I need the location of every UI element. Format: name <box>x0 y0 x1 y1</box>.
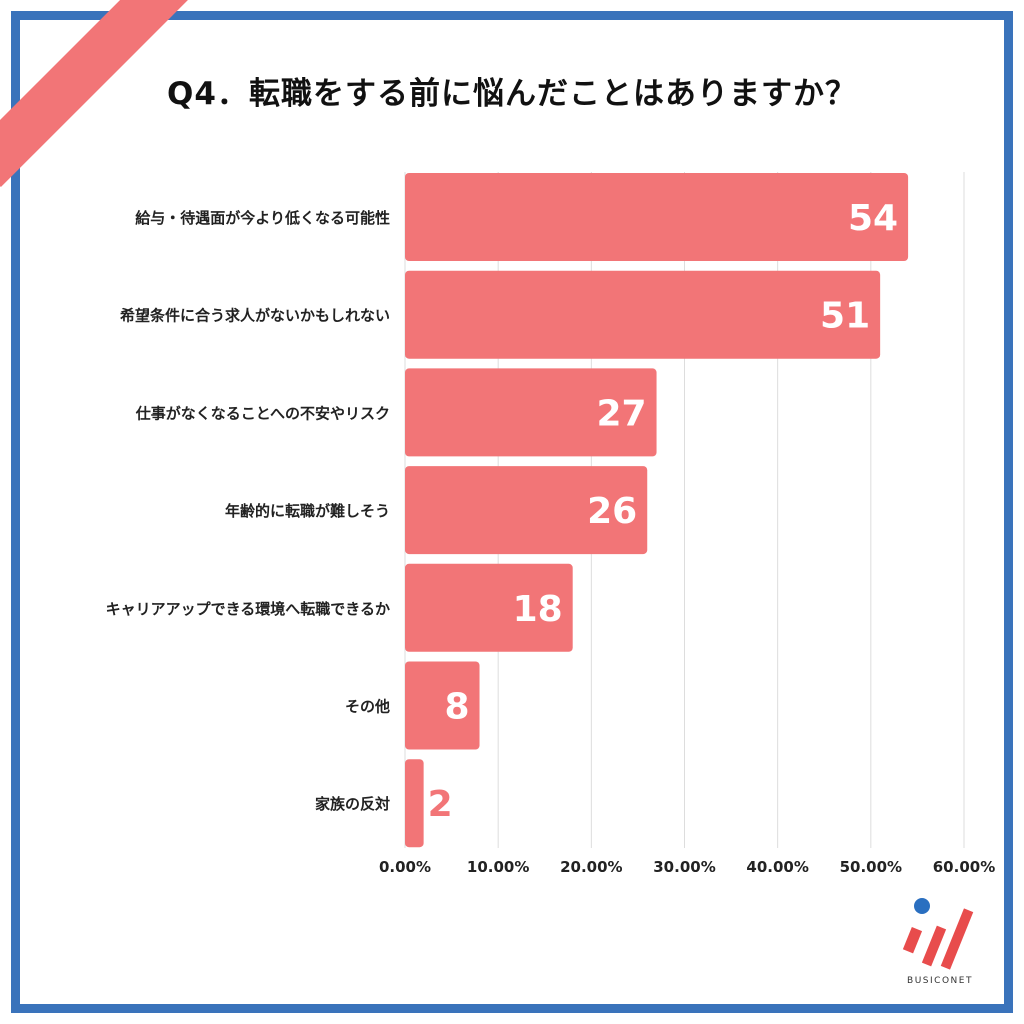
category-label: 年齢的に転職が難しそう <box>225 502 390 520</box>
bar <box>405 759 424 848</box>
x-tick-label: 0.00% <box>379 858 431 876</box>
bar <box>405 173 909 261</box>
category-label: 家族の反対 <box>315 795 390 813</box>
data-label: 54 <box>848 198 898 239</box>
bar <box>405 661 480 750</box>
bar <box>405 563 573 652</box>
busiconet-logo: BUSICONET <box>895 890 985 990</box>
bar <box>405 466 648 555</box>
data-label: 27 <box>596 393 646 434</box>
x-tick-label: 10.00% <box>467 858 529 876</box>
x-tick-label: 50.00% <box>840 858 902 876</box>
bar <box>405 368 657 457</box>
x-tick-label: 40.00% <box>746 858 808 876</box>
bar <box>405 270 881 359</box>
data-label: 26 <box>587 491 637 532</box>
data-label: 8 <box>444 687 469 728</box>
logo-text: BUSICONET <box>907 976 973 986</box>
chart-title: Q4．転職をする前に悩んだことはありますか？ <box>167 76 857 112</box>
category-label: 希望条件に合う求人がないかもしれない <box>120 307 390 325</box>
chart-frame <box>11 11 1013 1013</box>
category-label: 給与・待遇面が今より低くなる可能性 <box>135 209 390 227</box>
data-label: 2 <box>428 784 453 825</box>
data-label: 18 <box>513 589 563 630</box>
x-tick-label: 30.00% <box>653 858 715 876</box>
category-label: キャリアアップできる環境へ転職できるか <box>106 600 390 618</box>
x-tick-label: 20.00% <box>560 858 622 876</box>
x-tick-label: 60.00% <box>933 858 995 876</box>
category-label: その他 <box>345 698 390 716</box>
category-label: 仕事がなくなることへの不安やリスク <box>135 404 390 422</box>
data-label: 51 <box>820 296 870 337</box>
